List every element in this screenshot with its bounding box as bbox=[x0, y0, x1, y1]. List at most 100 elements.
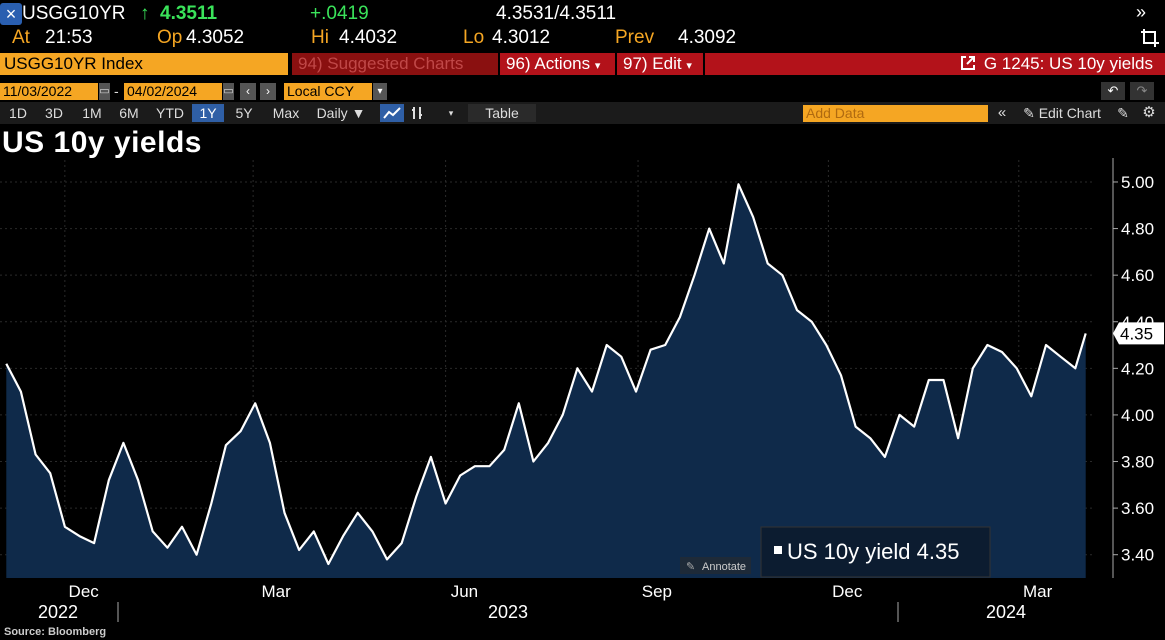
annotate-button[interactable]: ✎ Annotate bbox=[680, 557, 751, 574]
dropdown-arrow-icon: ▾ bbox=[686, 60, 692, 72]
range-1y-button[interactable]: 1Y bbox=[192, 104, 224, 122]
dropdown-arrow-icon: ▾ bbox=[594, 60, 601, 72]
y-tick-label: 3.80 bbox=[1121, 453, 1154, 472]
quote-header: × USGG10YR ↑ 4.3511 +.0419 4.3531/4.3511… bbox=[0, 0, 1165, 52]
triangle-down-icon: ▼ bbox=[351, 105, 366, 121]
edit-chart-button[interactable]: ✎ Edit Chart bbox=[1017, 104, 1107, 122]
x-year-label: 2024 bbox=[986, 602, 1026, 622]
y-tick-label: 3.40 bbox=[1121, 546, 1154, 565]
candlestick-icon[interactable] bbox=[407, 104, 427, 122]
add-data-input[interactable]: Add Data bbox=[803, 105, 988, 122]
annotate-bg[interactable] bbox=[680, 557, 751, 574]
x-tick-label: Jun bbox=[451, 582, 478, 601]
actions-label: 96) Actions bbox=[506, 54, 591, 73]
suggested-charts-button[interactable]: 94) Suggested Charts bbox=[292, 53, 498, 75]
close-icon[interactable]: × bbox=[0, 3, 22, 25]
chart-title: US 10y yields bbox=[2, 126, 202, 159]
ticker: USGG10YR bbox=[22, 3, 126, 24]
high-value: 4.4032 bbox=[339, 27, 398, 48]
edit-icon[interactable]: ✎ bbox=[1117, 105, 1129, 121]
start-date-input[interactable]: 11/03/2022 bbox=[0, 83, 98, 100]
frequency-label: Daily bbox=[316, 105, 348, 121]
add-data-placeholder: Add Data bbox=[806, 105, 865, 121]
at-label: At bbox=[12, 27, 30, 48]
open-label: Op bbox=[157, 27, 183, 48]
y-tick-label: 4.20 bbox=[1121, 359, 1154, 378]
range-1d-button[interactable]: 1D bbox=[9, 105, 27, 121]
edit-label: 97) Edit bbox=[623, 54, 682, 73]
external-link-icon[interactable] bbox=[960, 55, 976, 71]
range-6m-button[interactable]: 6M bbox=[119, 105, 139, 121]
actions-menu[interactable]: 96) Actions ▾ bbox=[500, 53, 615, 75]
calendar-icon[interactable]: ▭ bbox=[99, 83, 110, 100]
x-axis: Dec Mar Jun Sep Dec Mar 2022 2023 2024 bbox=[38, 582, 1053, 622]
legend-entry: US 10y yield 4.35 bbox=[787, 539, 959, 564]
next-period-button[interactable]: › bbox=[260, 83, 276, 100]
x-tick-label: Dec bbox=[69, 582, 100, 601]
legend-swatch bbox=[774, 546, 782, 554]
legend-box bbox=[760, 526, 991, 578]
y-tick-label: 4.60 bbox=[1121, 266, 1154, 285]
command-toolbar: USGG10YR Index 94) Suggested Charts 96) … bbox=[0, 52, 1165, 76]
graph-title-bar[interactable]: G 1245: US 10y yields bbox=[705, 53, 1165, 75]
series-area-fill bbox=[6, 184, 1086, 579]
x-tick-label: Dec bbox=[832, 582, 863, 601]
chevron-down-icon[interactable]: ▾ bbox=[373, 83, 387, 100]
range-3d-button[interactable]: 3D bbox=[45, 105, 63, 121]
y-axis: 5.004.804.604.404.204.003.803.603.40 bbox=[1112, 158, 1154, 578]
low-value: 4.3012 bbox=[492, 27, 551, 48]
graph-title: G 1245: US 10y yields bbox=[983, 54, 1153, 73]
security-field[interactable]: USGG10YR Index bbox=[0, 53, 288, 75]
prev-period-button[interactable]: ‹ bbox=[240, 83, 256, 100]
legend: US 10y yield 4.35 bbox=[760, 526, 991, 578]
redo-icon[interactable]: ↷ bbox=[1130, 82, 1154, 100]
calendar-icon[interactable]: ▭ bbox=[223, 83, 234, 100]
range-1m-button[interactable]: 1M bbox=[82, 105, 102, 121]
currency-select[interactable]: Local CCY bbox=[284, 83, 372, 100]
range-ytd-button[interactable]: YTD bbox=[156, 105, 184, 121]
undo-icon[interactable]: ↶ bbox=[1101, 82, 1125, 100]
collapse-icon[interactable]: « bbox=[997, 104, 1007, 121]
prev-value: 4.3092 bbox=[678, 27, 737, 48]
x-year-label: 2022 bbox=[38, 602, 78, 622]
bid-ask: 4.3531/4.3511 bbox=[496, 3, 617, 24]
chart-type-dropdown-icon[interactable]: ▾ bbox=[448, 108, 454, 118]
range-max-button[interactable]: Max bbox=[272, 105, 300, 121]
range-5y-button[interactable]: 5Y bbox=[235, 105, 253, 121]
x-tick-label: Mar bbox=[1023, 582, 1053, 601]
date-separator: - bbox=[114, 83, 119, 99]
edit-chart-label: Edit Chart bbox=[1038, 105, 1101, 121]
low-label: Lo bbox=[463, 27, 485, 48]
double-chevron-right-icon[interactable]: » bbox=[1136, 2, 1147, 22]
last-value-box bbox=[1113, 322, 1164, 345]
last-value-marker: 4.35 bbox=[1113, 322, 1164, 345]
edit-menu[interactable]: 97) Edit ▾ bbox=[617, 53, 703, 75]
y-tick-label: 5.00 bbox=[1121, 173, 1154, 192]
prev-label: Prev bbox=[615, 27, 655, 48]
last-price: 4.3511 bbox=[160, 3, 218, 24]
table-button[interactable]: Table bbox=[468, 104, 536, 122]
line-chart-icon[interactable] bbox=[380, 104, 404, 122]
y-tick-label: 3.60 bbox=[1121, 499, 1154, 518]
last-value-label: 4.35 bbox=[1120, 324, 1153, 343]
end-date-input[interactable]: 04/02/2024 bbox=[124, 83, 222, 100]
series-line bbox=[5, 183, 1087, 566]
up-arrow-icon: ↑ bbox=[140, 3, 150, 24]
at-value: 21:53 bbox=[45, 27, 93, 48]
frequency-select[interactable]: Daily ▼ bbox=[310, 104, 372, 122]
x-tick-label: Mar bbox=[261, 582, 291, 601]
range-toolbar: 1D 3D 1M 6M YTD 1Y 5Y Max Daily ▼ ▾ Tabl… bbox=[0, 102, 1165, 124]
y-tick-label: 4.00 bbox=[1121, 406, 1154, 425]
date-toolbar: 11/03/2022 ▭ - 04/02/2024 ▭ ‹ › Local CC… bbox=[0, 80, 1165, 102]
open-value: 4.3052 bbox=[186, 27, 245, 48]
x-tick-label: Sep bbox=[642, 582, 672, 601]
pencil-icon: ✎ bbox=[1023, 105, 1035, 121]
x-year-label: 2023 bbox=[488, 602, 528, 622]
net-change: +.0419 bbox=[310, 3, 369, 24]
high-label: Hi bbox=[311, 27, 329, 48]
crop-icon[interactable] bbox=[1140, 28, 1160, 48]
gear-icon[interactable]: ⚙ bbox=[1142, 104, 1156, 121]
source-note: Source: Bloomberg bbox=[4, 626, 107, 638]
pencil-icon: ✎ bbox=[686, 560, 695, 573]
